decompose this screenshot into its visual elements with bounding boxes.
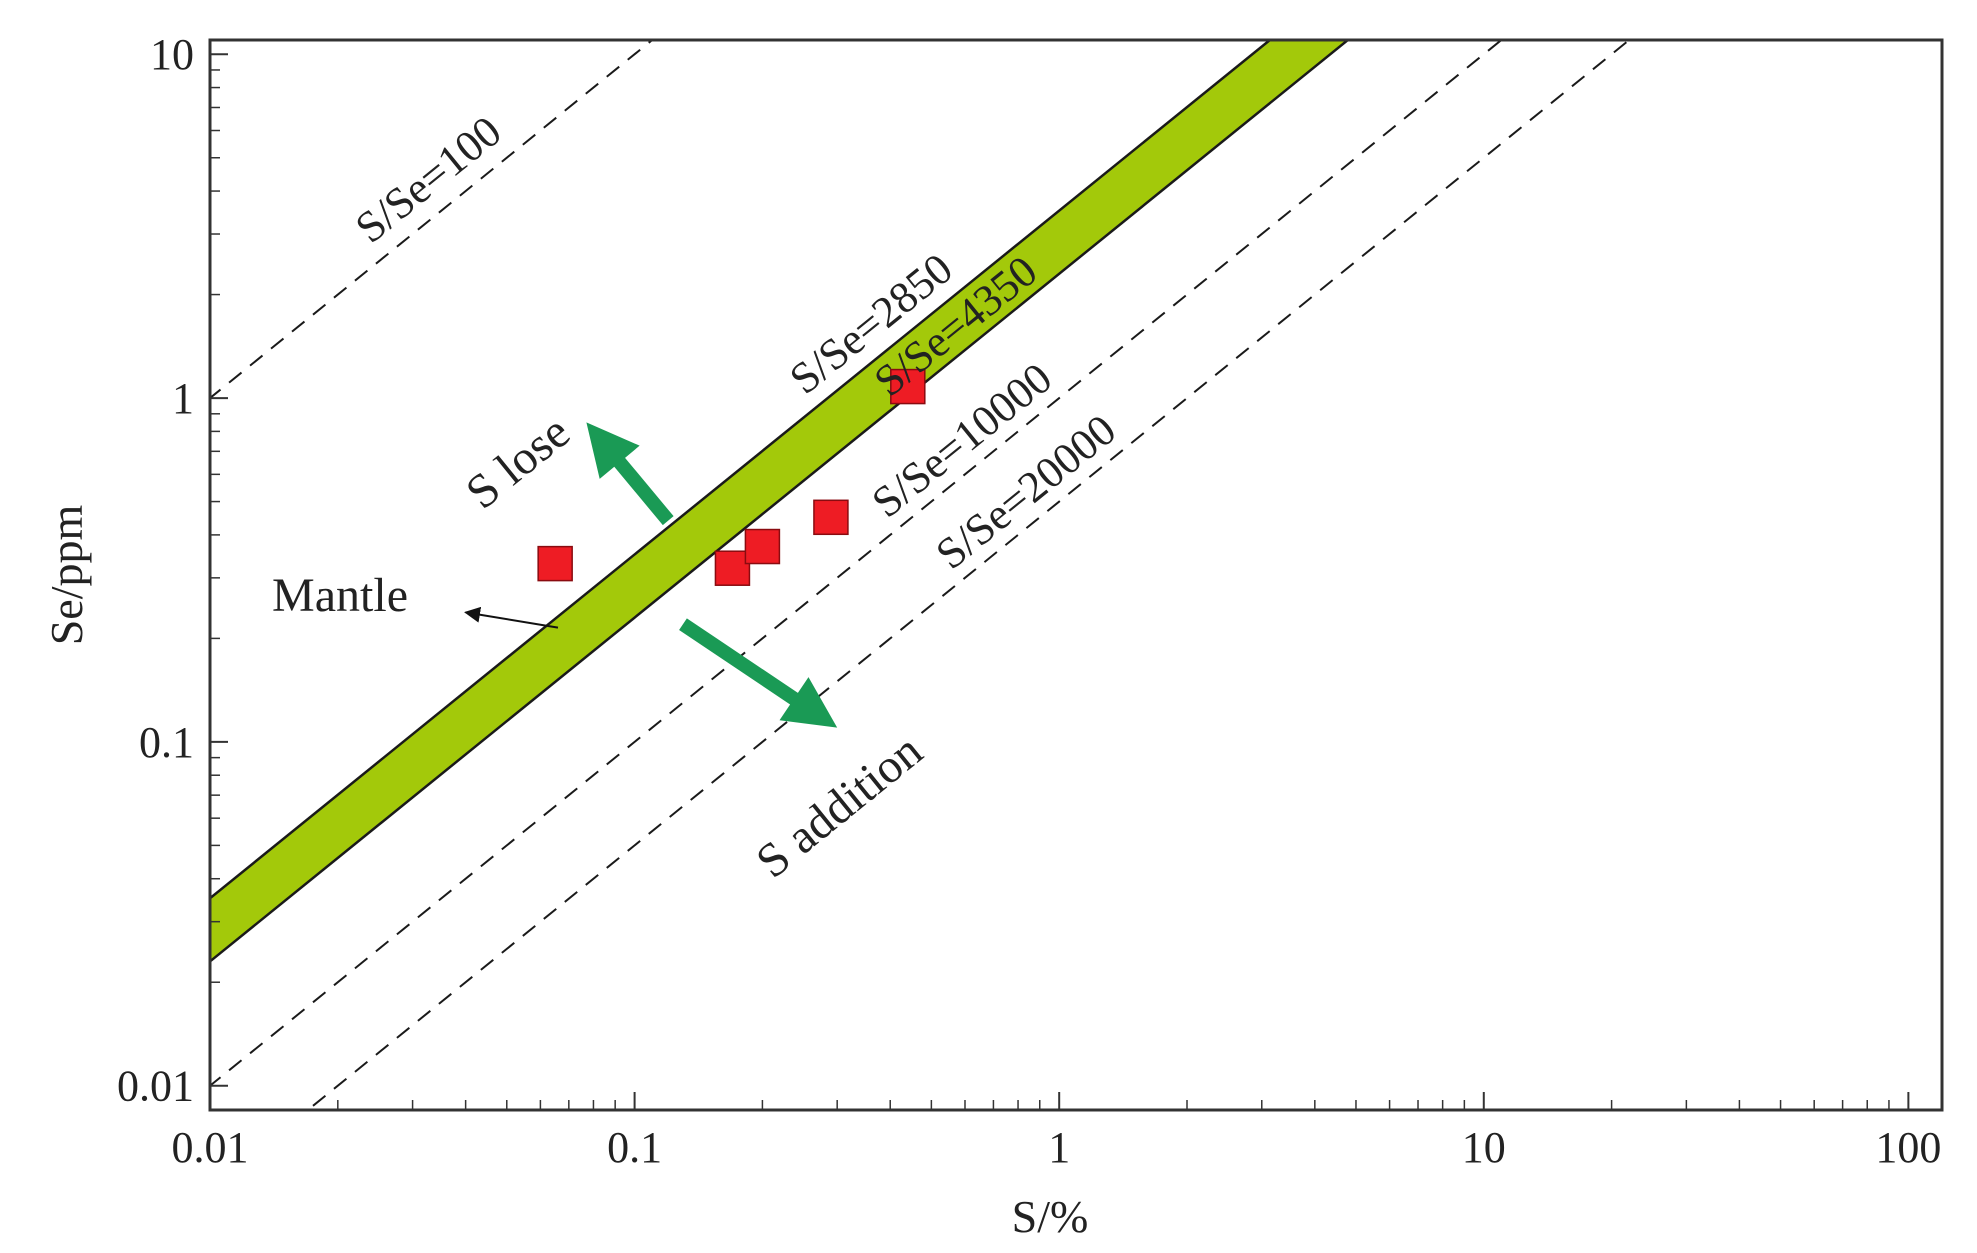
y-tick-label: 10	[150, 30, 194, 79]
data-point	[744, 528, 781, 565]
x-axis-ticks: 0.01 0.1 1 10 100	[172, 1092, 1941, 1172]
s-lose-arrow	[586, 422, 674, 526]
x-tick-label: 10	[1462, 1123, 1506, 1172]
x-tick-label: 1	[1048, 1123, 1070, 1172]
y-axis-ticks: 0.01 0.1 1 10	[117, 30, 228, 1111]
data-point	[890, 368, 926, 405]
ref-label-100: S/Se=100	[346, 106, 510, 252]
ref-line-100	[210, 40, 654, 400]
x-tick-label: 0.01	[172, 1123, 249, 1172]
mantle-band	[210, 40, 1348, 962]
y-tick-label: 1	[172, 374, 194, 423]
s-lose-label: S lose	[456, 405, 580, 519]
ref-line-2850	[210, 40, 1272, 900]
x-axis-title: S/%	[1012, 1191, 1089, 1242]
ref-line-20000	[306, 40, 1631, 1110]
trend-arrows	[586, 422, 838, 728]
s-addition-label: S addition	[746, 724, 932, 889]
data-point	[537, 545, 573, 582]
data-point	[813, 499, 849, 536]
y-tick-label: 0.1	[139, 718, 194, 767]
x-tick-label: 100	[1875, 1123, 1941, 1172]
ref-line-10000	[210, 40, 1503, 1088]
x-tick-label: 0.1	[607, 1123, 662, 1172]
data-point	[714, 550, 751, 586]
mantle-pointer	[464, 606, 559, 629]
reference-lines	[210, 40, 1631, 1110]
data-points	[537, 368, 926, 586]
ref-line-4350	[210, 40, 1350, 964]
plot-frame	[208, 38, 1944, 1112]
y-axis-title: Se/ppm	[41, 505, 92, 646]
mantle-label: Mantle	[272, 569, 408, 622]
plot-area	[210, 40, 1631, 1110]
s-addition-arrow	[679, 618, 838, 728]
y-tick-label: 0.01	[117, 1062, 194, 1111]
